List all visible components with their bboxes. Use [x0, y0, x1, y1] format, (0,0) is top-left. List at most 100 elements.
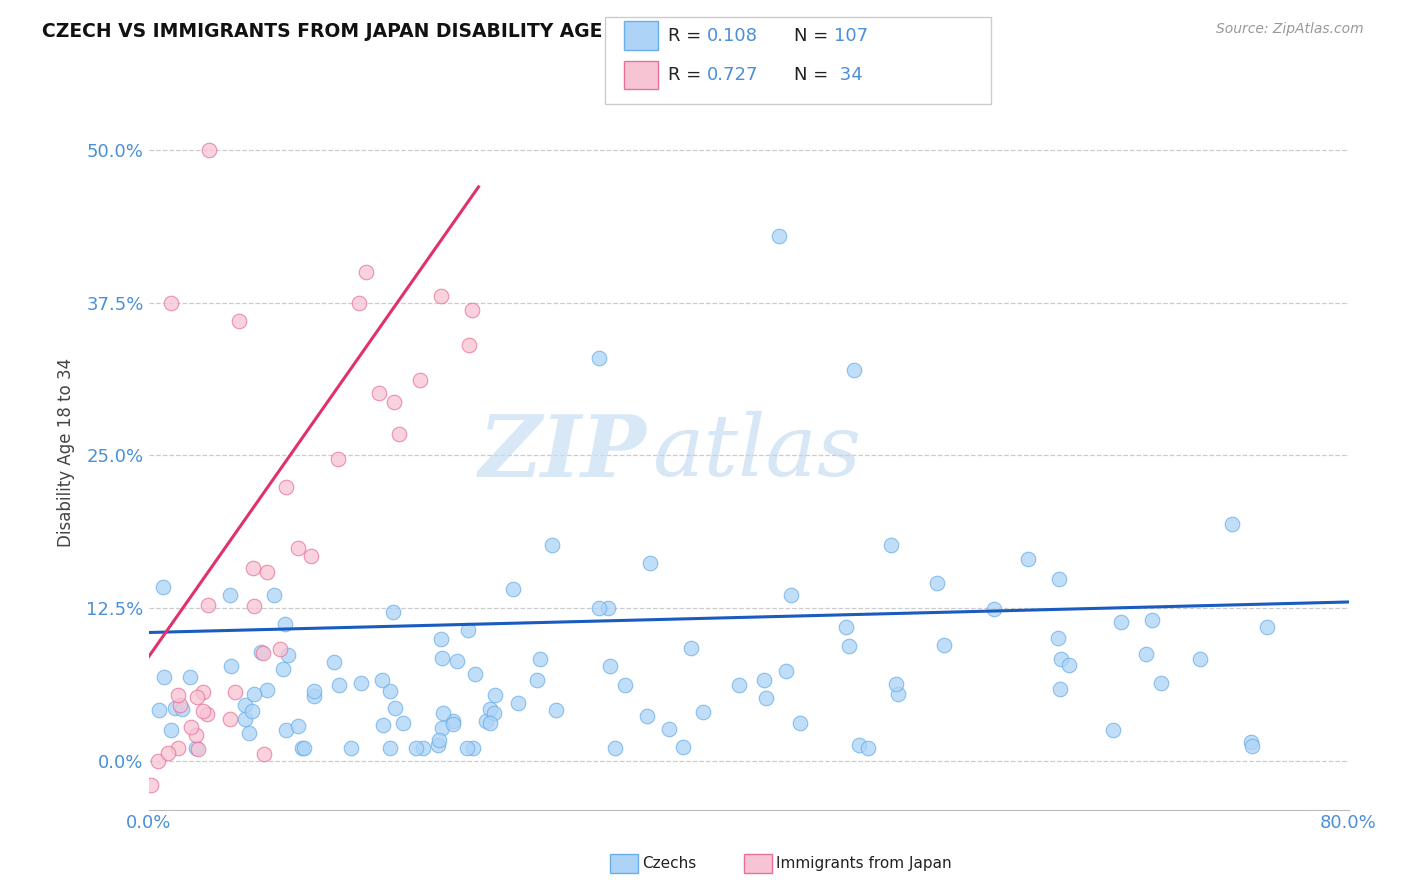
- Point: [464, 667, 486, 681]
- Point: [603, 741, 626, 756]
- Point: [269, 641, 291, 656]
- Point: [152, 670, 174, 684]
- Point: [461, 302, 484, 317]
- Point: [381, 605, 404, 619]
- Point: [378, 741, 401, 756]
- Point: [243, 599, 266, 613]
- Point: [218, 588, 240, 602]
- Point: [302, 689, 325, 703]
- Point: [529, 652, 551, 666]
- Point: [1017, 551, 1039, 566]
- Point: [224, 685, 246, 699]
- Point: [405, 741, 427, 756]
- Point: [502, 582, 524, 597]
- Point: [856, 741, 879, 756]
- Point: [1049, 682, 1071, 697]
- Point: [1220, 517, 1243, 532]
- Text: Immigrants from Japan: Immigrants from Japan: [776, 856, 952, 871]
- Point: [340, 741, 363, 756]
- Point: [169, 698, 191, 712]
- Point: [180, 720, 202, 734]
- Point: [598, 601, 620, 615]
- Point: [599, 658, 621, 673]
- Point: [409, 373, 432, 387]
- Point: [475, 714, 498, 729]
- Point: [274, 616, 297, 631]
- Point: [752, 673, 775, 688]
- Point: [588, 351, 610, 365]
- Point: [838, 639, 860, 653]
- Point: [658, 722, 681, 736]
- Point: [461, 741, 484, 756]
- Point: [250, 645, 273, 659]
- Point: [430, 632, 453, 646]
- Point: [1047, 632, 1070, 646]
- Point: [1102, 723, 1125, 737]
- Point: [755, 691, 778, 706]
- Point: [274, 723, 297, 738]
- Point: [243, 687, 266, 701]
- Point: [672, 740, 695, 755]
- Point: [638, 557, 661, 571]
- Point: [546, 703, 568, 717]
- Point: [588, 600, 610, 615]
- Point: [541, 538, 564, 552]
- Point: [432, 650, 454, 665]
- Point: [191, 685, 214, 699]
- Point: [1240, 739, 1263, 754]
- Point: [842, 363, 865, 377]
- Point: [478, 702, 501, 716]
- Point: [322, 655, 344, 669]
- Point: [148, 703, 170, 717]
- Point: [456, 741, 478, 756]
- Point: [727, 678, 749, 692]
- Point: [197, 598, 219, 612]
- Point: [1109, 615, 1132, 629]
- Point: [152, 580, 174, 594]
- Point: [886, 687, 908, 701]
- Point: [835, 620, 858, 634]
- Point: [983, 601, 1005, 615]
- Point: [378, 684, 401, 698]
- Point: [256, 683, 278, 698]
- Point: [412, 741, 434, 756]
- Point: [384, 701, 406, 715]
- Point: [1256, 620, 1278, 634]
- Point: [191, 704, 214, 718]
- Point: [160, 723, 183, 737]
- Point: [233, 712, 256, 726]
- Point: [1049, 652, 1071, 666]
- Point: [482, 706, 505, 720]
- Point: [429, 732, 451, 747]
- Point: [167, 741, 190, 756]
- Text: 0.727: 0.727: [707, 66, 759, 84]
- Point: [146, 754, 169, 768]
- Point: [160, 296, 183, 310]
- Text: Source: ZipAtlas.com: Source: ZipAtlas.com: [1216, 22, 1364, 37]
- Text: 107: 107: [834, 27, 868, 45]
- Point: [1189, 651, 1212, 665]
- Point: [238, 726, 260, 740]
- Point: [299, 549, 322, 564]
- Point: [681, 640, 703, 655]
- Point: [388, 427, 411, 442]
- Point: [392, 716, 415, 731]
- Point: [430, 721, 453, 735]
- Point: [252, 646, 274, 660]
- Point: [253, 747, 276, 761]
- Y-axis label: Disability Age 18 to 34: Disability Age 18 to 34: [58, 358, 75, 547]
- Point: [184, 728, 207, 742]
- Point: [692, 705, 714, 719]
- Point: [195, 706, 218, 721]
- Point: [1047, 572, 1070, 586]
- Text: N =: N =: [794, 66, 834, 84]
- Point: [441, 714, 464, 729]
- Point: [373, 717, 395, 731]
- Point: [197, 143, 219, 157]
- Point: [768, 228, 790, 243]
- Point: [179, 670, 201, 684]
- Text: ZIP: ZIP: [478, 410, 647, 494]
- Point: [775, 665, 797, 679]
- Point: [384, 394, 406, 409]
- Point: [292, 741, 315, 756]
